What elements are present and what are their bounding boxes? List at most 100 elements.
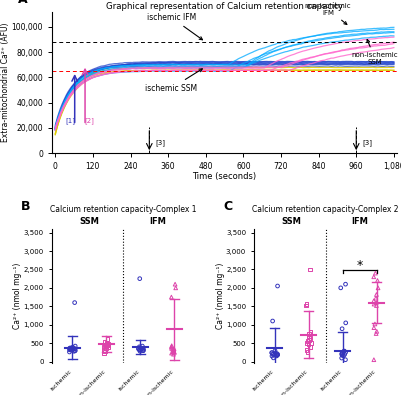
Point	[373, 330, 379, 337]
Point	[342, 349, 349, 356]
Point	[303, 303, 309, 309]
Text: [1]: [1]	[65, 117, 75, 124]
Point	[171, 349, 177, 355]
Point	[139, 345, 145, 352]
Point	[70, 346, 76, 353]
Text: SSM: SSM	[282, 216, 302, 226]
Point	[339, 352, 346, 358]
Point	[274, 352, 281, 358]
Point	[374, 328, 380, 335]
Point	[137, 348, 143, 354]
Point	[341, 348, 348, 354]
Point	[72, 343, 79, 349]
Point	[104, 335, 111, 342]
Point	[270, 351, 277, 357]
Point	[103, 343, 109, 349]
Point	[269, 353, 275, 359]
Text: B: B	[21, 200, 30, 213]
Point	[307, 266, 314, 273]
Point	[170, 348, 177, 354]
Point	[269, 350, 275, 356]
Point	[103, 345, 109, 352]
Point	[168, 350, 175, 356]
Point	[139, 343, 146, 349]
Point	[68, 347, 74, 353]
Text: non-ischemic
IFM: non-ischemic IFM	[305, 3, 351, 24]
Text: A: A	[18, 0, 27, 6]
Point	[269, 350, 275, 356]
Point	[342, 351, 348, 357]
Text: ischemic IFM: ischemic IFM	[147, 13, 203, 40]
Text: [2]: [2]	[85, 117, 94, 124]
Point	[373, 292, 380, 298]
Point	[170, 347, 177, 353]
Point	[140, 347, 146, 354]
Title: Calcium retention capacity-Complex 2: Calcium retention capacity-Complex 2	[253, 205, 399, 214]
Point	[72, 347, 79, 354]
Point	[373, 303, 380, 309]
Point	[308, 340, 314, 346]
Point	[339, 350, 345, 357]
Point	[136, 344, 142, 350]
Point	[170, 349, 176, 355]
Y-axis label: Extra-mitochondrial Ca²⁺ (AFU): Extra-mitochondrial Ca²⁺ (AFU)	[1, 23, 10, 142]
Point	[103, 341, 110, 348]
Point	[371, 301, 377, 307]
Point	[67, 345, 73, 351]
Point	[272, 350, 279, 356]
Text: [3]: [3]	[156, 139, 166, 146]
Point	[66, 349, 73, 355]
Point	[270, 355, 277, 361]
Point	[71, 299, 78, 306]
Point	[67, 345, 73, 352]
Point	[304, 349, 311, 355]
Point	[304, 340, 310, 346]
Point	[137, 344, 143, 351]
X-axis label: Time (seconds): Time (seconds)	[192, 173, 257, 181]
Point	[273, 353, 279, 359]
Point	[374, 277, 381, 284]
Text: *: *	[356, 259, 363, 272]
Point	[168, 344, 175, 350]
Point	[101, 339, 107, 345]
Point	[373, 299, 379, 306]
Point	[371, 274, 377, 280]
Point	[306, 337, 312, 343]
Point	[138, 345, 144, 351]
Text: [3]: [3]	[363, 139, 373, 146]
Point	[339, 350, 345, 356]
Title: Graphical representation of Calcium retention capacity: Graphical representation of Calcium rete…	[106, 2, 343, 11]
Point	[101, 346, 107, 353]
Point	[172, 285, 179, 291]
Point	[102, 342, 108, 348]
Point	[341, 348, 347, 354]
Point	[72, 346, 78, 352]
Point	[338, 351, 345, 357]
Point	[306, 333, 312, 339]
Point	[71, 348, 77, 354]
Point	[140, 346, 146, 352]
Point	[342, 320, 349, 326]
Point	[105, 344, 111, 350]
Point	[100, 344, 107, 350]
Point	[274, 351, 280, 357]
Point	[169, 346, 176, 352]
Point	[137, 347, 143, 353]
Y-axis label: Ca²⁺ (nmol mg⁻¹): Ca²⁺ (nmol mg⁻¹)	[13, 263, 22, 329]
Text: ischemic SSM: ischemic SSM	[145, 69, 203, 93]
Point	[306, 341, 312, 348]
Point	[103, 340, 110, 346]
Point	[69, 344, 76, 350]
Point	[66, 346, 73, 353]
Point	[269, 351, 276, 357]
Text: SSM: SSM	[79, 216, 99, 226]
Point	[373, 295, 379, 301]
Point	[272, 348, 278, 354]
Point	[101, 350, 107, 357]
Point	[340, 353, 347, 359]
Point	[342, 357, 348, 363]
Text: non-ischemic
SSM: non-ischemic SSM	[352, 40, 398, 65]
Point	[306, 331, 312, 337]
Point	[307, 344, 313, 350]
Point	[303, 301, 310, 307]
